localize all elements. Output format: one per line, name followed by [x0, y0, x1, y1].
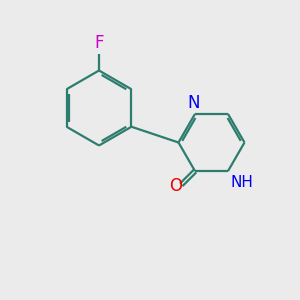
Text: N: N [187, 94, 200, 112]
Text: NH: NH [230, 175, 253, 190]
Text: F: F [94, 34, 104, 52]
Text: O: O [169, 177, 182, 195]
